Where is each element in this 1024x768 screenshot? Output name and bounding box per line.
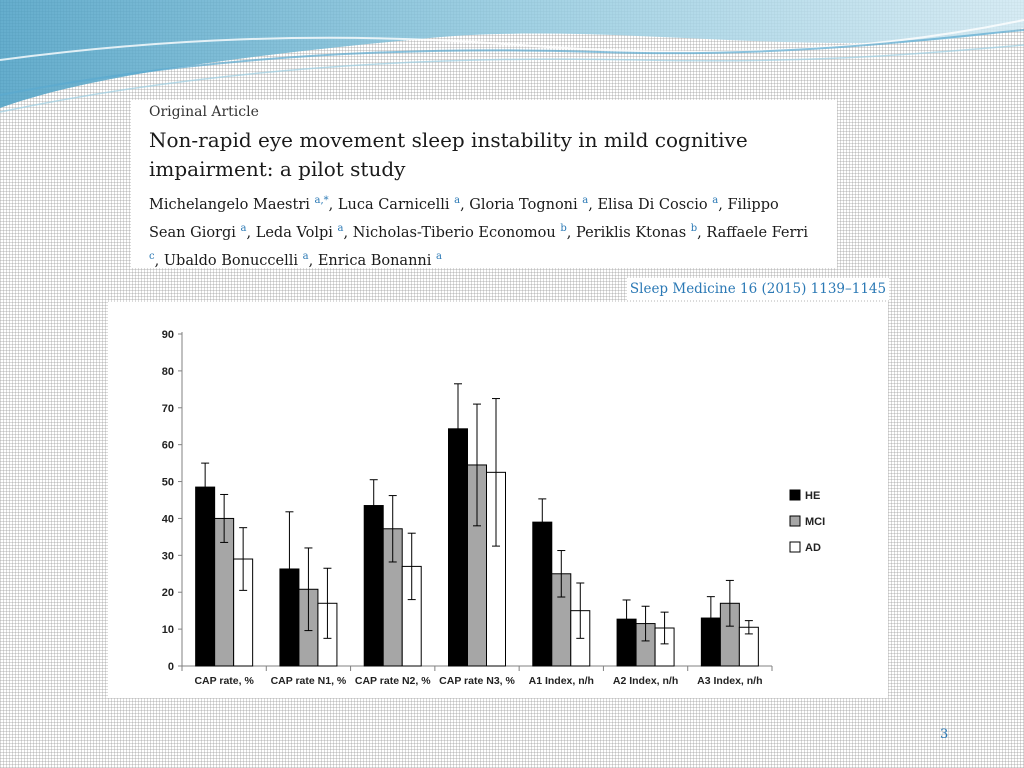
legend-label: MCI [805, 516, 825, 528]
author-name: Nicholas-Tiberio Economou [352, 224, 556, 241]
author-name: Enrica Bonanni [317, 252, 432, 269]
legend-swatch-he [789, 489, 801, 501]
x-category-label: CAP rate N3, % [439, 675, 515, 687]
y-tick-label: 0 [168, 661, 174, 673]
y-tick-label: 70 [162, 403, 174, 415]
y-tick-label: 20 [162, 587, 174, 599]
author-name: Ubaldo Bonuccelli [163, 252, 299, 269]
x-category-label: A3 Index, n/h [697, 675, 762, 687]
author-list: Michelangelo Maestri a,*, Luca Carnicell… [149, 195, 808, 269]
author-affiliation[interactable]: b [560, 222, 567, 234]
y-tick-label: 60 [162, 440, 174, 452]
x-category-label: A2 Index, n/h [613, 675, 678, 687]
y-tick-label: 30 [162, 550, 174, 562]
author-name: Periklis Ktonas [575, 224, 687, 241]
legend-swatch-mci [789, 515, 801, 527]
decorative-wave [0, 0, 1024, 113]
author-affiliation[interactable]: a [337, 222, 344, 234]
y-tick-label: 50 [162, 477, 174, 489]
author-affiliation[interactable]: a,* [314, 195, 329, 206]
legend-swatch-ad [789, 541, 801, 553]
author-affiliation[interactable]: a [240, 222, 247, 234]
legend-label: AD [805, 542, 821, 554]
x-category-label: CAP rate, % [194, 675, 254, 687]
bar-chart: 0 10 20 30 40 50 60 70 80 90 CAP rate, % CAP rate N… [108, 302, 888, 698]
author-affiliation[interactable]: c [149, 250, 155, 262]
bar-he [195, 486, 216, 667]
author-name: Luca Carnicelli [337, 196, 450, 213]
author-affiliation[interactable]: a [454, 195, 461, 206]
legend-label: HE [805, 490, 820, 502]
author-affiliation[interactable]: a [302, 250, 309, 262]
author-name: Leda Volpi [255, 224, 333, 241]
chart-svg: 0 10 20 30 40 50 60 70 80 90 CAP rate, % CAP rate N… [162, 329, 825, 687]
author-affiliation[interactable]: b [690, 222, 698, 234]
y-tick-label: 80 [162, 366, 174, 378]
author-name: Gloria Tognoni [469, 196, 578, 213]
y-tick-label: 40 [162, 513, 174, 525]
article-title: Non-rapid eye movement sleep instability… [149, 128, 748, 181]
y-tick-label: 10 [162, 624, 174, 636]
author-affiliation[interactable]: a [712, 195, 719, 206]
article-type-label: Original Article [149, 104, 259, 120]
x-category-label: CAP rate N2, % [355, 675, 431, 687]
author-name: Michelangelo Maestri [149, 196, 310, 213]
author-name: Filippo Sean Giorgi [149, 196, 779, 241]
author-name: Raffaele Ferri [706, 224, 808, 241]
y-tick-label: 90 [162, 329, 174, 341]
journal-citation[interactable]: Sleep Medicine 16 (2015) 1139–1145 [627, 278, 889, 300]
page-number: 3 [940, 727, 949, 742]
author-affiliation[interactable]: a [436, 250, 442, 262]
article-header: Original Article Non-rapid eye movement … [131, 100, 837, 268]
author-affiliation[interactable]: a [582, 195, 589, 206]
x-category-label: A1 Index, n/h [529, 675, 594, 687]
author-name: Elisa Di Coscio [597, 196, 708, 213]
x-category-label: CAP rate N1, % [271, 675, 347, 687]
